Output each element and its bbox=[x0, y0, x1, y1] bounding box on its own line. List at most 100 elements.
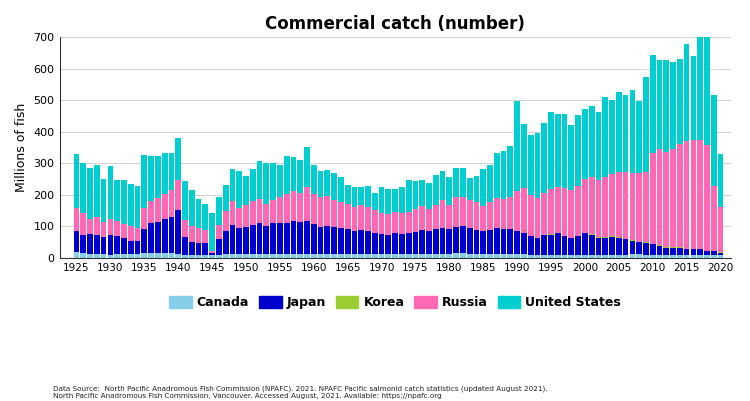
Bar bbox=[589, 255, 595, 258]
Bar bbox=[114, 236, 120, 254]
Bar bbox=[372, 254, 378, 258]
Bar bbox=[325, 196, 330, 226]
Bar bbox=[433, 253, 439, 258]
Bar bbox=[74, 208, 80, 231]
Bar bbox=[684, 249, 689, 255]
Bar bbox=[596, 237, 602, 238]
Bar bbox=[446, 229, 452, 253]
Bar bbox=[677, 255, 682, 258]
Bar bbox=[155, 156, 160, 198]
Bar bbox=[332, 254, 337, 258]
Bar bbox=[142, 208, 147, 229]
Bar bbox=[148, 253, 154, 258]
Bar bbox=[433, 174, 439, 205]
Bar bbox=[209, 255, 215, 258]
Bar bbox=[514, 191, 520, 231]
Bar bbox=[440, 228, 446, 253]
Bar bbox=[521, 188, 526, 233]
Bar bbox=[488, 165, 493, 202]
Bar bbox=[656, 245, 662, 246]
Bar bbox=[80, 163, 86, 213]
Bar bbox=[596, 255, 602, 258]
Bar bbox=[162, 219, 167, 253]
Bar bbox=[602, 97, 608, 177]
Bar bbox=[311, 194, 316, 224]
Bar bbox=[466, 228, 472, 253]
Bar bbox=[555, 114, 561, 186]
Bar bbox=[555, 255, 561, 258]
Bar bbox=[372, 233, 378, 254]
Bar bbox=[616, 92, 622, 172]
Bar bbox=[406, 180, 412, 212]
Bar bbox=[453, 253, 459, 258]
Bar bbox=[236, 254, 242, 258]
Bar bbox=[256, 223, 262, 254]
Bar bbox=[453, 168, 459, 197]
Bar bbox=[568, 238, 574, 255]
Bar bbox=[440, 200, 446, 228]
Bar bbox=[514, 254, 520, 258]
Bar bbox=[480, 207, 486, 231]
Bar bbox=[453, 197, 459, 227]
Bar bbox=[501, 254, 506, 258]
Bar bbox=[684, 255, 689, 258]
Bar bbox=[142, 155, 147, 208]
Bar bbox=[202, 204, 208, 230]
Bar bbox=[392, 254, 398, 258]
Bar bbox=[643, 77, 649, 172]
Bar bbox=[290, 221, 296, 254]
Bar bbox=[107, 255, 113, 258]
Bar bbox=[243, 227, 249, 254]
Bar bbox=[466, 178, 472, 200]
Bar bbox=[297, 192, 303, 223]
Bar bbox=[664, 248, 669, 255]
Bar bbox=[94, 235, 100, 253]
Bar bbox=[568, 237, 574, 238]
Bar bbox=[528, 236, 533, 255]
Bar bbox=[365, 207, 371, 231]
Bar bbox=[650, 243, 656, 244]
Bar bbox=[582, 179, 588, 233]
Bar bbox=[270, 223, 276, 254]
Bar bbox=[494, 198, 500, 228]
Bar bbox=[473, 230, 479, 254]
Bar bbox=[575, 186, 581, 236]
Bar bbox=[284, 194, 290, 223]
Bar bbox=[236, 171, 242, 208]
Bar bbox=[508, 229, 513, 254]
Bar bbox=[209, 251, 215, 253]
Y-axis label: Millions of fish: Millions of fish bbox=[15, 103, 28, 192]
Bar bbox=[379, 234, 385, 254]
Bar bbox=[650, 244, 656, 255]
Bar bbox=[176, 180, 181, 210]
Bar bbox=[704, 145, 710, 251]
Bar bbox=[501, 199, 506, 229]
Bar bbox=[107, 235, 113, 255]
Bar bbox=[609, 174, 615, 236]
Bar bbox=[453, 227, 459, 253]
Bar bbox=[182, 181, 188, 220]
Bar bbox=[230, 201, 236, 225]
Bar bbox=[87, 219, 93, 234]
Bar bbox=[562, 236, 568, 255]
Text: Data Source:  North Pacific Anadromous Fish Commission (NPAFC). 2021. NPAFC Paci: Data Source: North Pacific Anadromous Fi… bbox=[53, 385, 547, 399]
Bar bbox=[656, 246, 662, 255]
Bar bbox=[297, 254, 303, 258]
Bar bbox=[358, 205, 364, 230]
Bar bbox=[182, 237, 188, 255]
Bar bbox=[596, 180, 602, 237]
Bar bbox=[230, 225, 236, 254]
Bar bbox=[629, 173, 635, 240]
Bar bbox=[711, 95, 716, 186]
Bar bbox=[189, 190, 194, 226]
Bar bbox=[176, 210, 181, 253]
Bar bbox=[392, 233, 398, 254]
Bar bbox=[602, 177, 608, 237]
Bar bbox=[128, 226, 134, 241]
Bar bbox=[622, 95, 628, 172]
Bar bbox=[399, 188, 405, 213]
Bar bbox=[528, 255, 533, 258]
Bar bbox=[568, 125, 574, 190]
Bar bbox=[386, 235, 392, 254]
Bar bbox=[433, 229, 439, 253]
